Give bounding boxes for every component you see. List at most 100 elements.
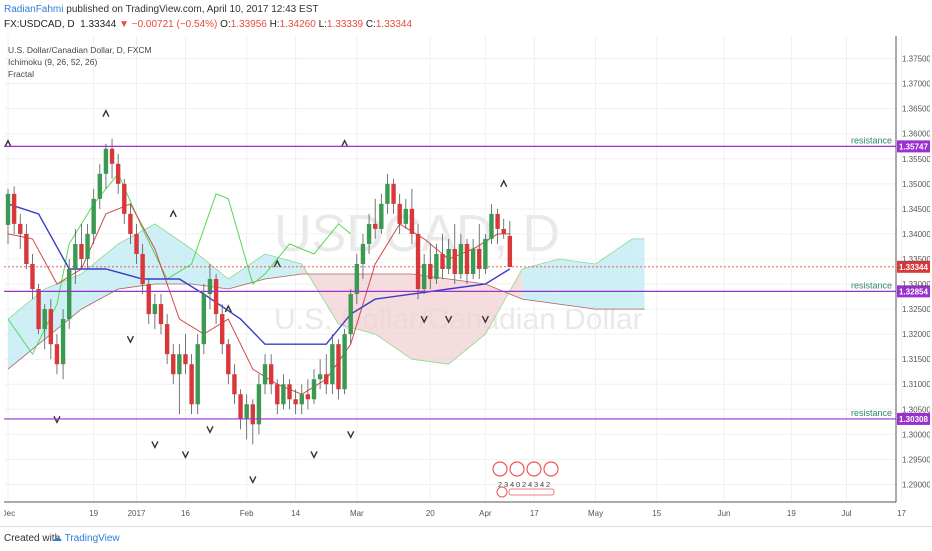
- ichimoku-cloud-segment: [265, 253, 302, 280]
- candle-body: [232, 374, 237, 395]
- candle-body: [244, 404, 249, 420]
- x-tick-label: 14: [291, 509, 300, 518]
- candle-body: [18, 223, 23, 234]
- candle-body: [293, 399, 298, 405]
- x-tick-label: Apr: [479, 509, 492, 518]
- chart-container[interactable]: USDCAD, DU.S. Dollar/Canadian Dollar res…: [1, 36, 931, 526]
- event-flag-icon[interactable]: [526, 461, 542, 477]
- event-count-label: 4: [510, 480, 514, 489]
- event-count-label: 4: [528, 480, 532, 489]
- resistance-price-tag: [897, 285, 930, 298]
- candle-body: [452, 248, 457, 275]
- candle-body: [189, 364, 194, 405]
- candle-body: [220, 314, 225, 345]
- y-tick-label: 1.36000: [902, 130, 930, 139]
- candle-body: [421, 263, 427, 290]
- candle-body: [470, 248, 476, 275]
- candle-body: [409, 208, 415, 234]
- ichimoku-cloud-segment: [448, 279, 486, 365]
- candle-body: [60, 319, 66, 365]
- y-tick-label: 1.36500: [902, 105, 930, 114]
- fractal-up-icon: [4, 139, 12, 148]
- tradingview-logo-link[interactable]: ☁ TradingView: [52, 533, 120, 544]
- event-flag-icon[interactable]: [509, 461, 525, 477]
- event-flag-icon[interactable]: [543, 461, 559, 477]
- chikou-span-line: [7, 172, 352, 356]
- us-flag-icon[interactable]: [496, 486, 508, 498]
- close-value: 1.33344: [375, 19, 413, 30]
- candle-body: [115, 163, 121, 184]
- candle-body: [360, 243, 366, 264]
- y-tick-label: 1.33000: [902, 280, 930, 289]
- resistance-price-value: 1.30308: [899, 415, 928, 424]
- candle-body: [79, 243, 84, 259]
- candle-body: [348, 294, 353, 335]
- resistance-price-value: 1.32854: [899, 287, 928, 296]
- ichimoku-cloud-segment: [595, 238, 633, 310]
- candle-body: [281, 384, 286, 405]
- fractal-down-icon: [151, 441, 159, 449]
- y-tick-label: 1.35000: [902, 180, 930, 189]
- fractal-down-icon: [420, 315, 428, 324]
- legend-ichimoku[interactable]: Ichimoku (9, 26, 52, 26): [8, 57, 97, 67]
- candle-body: [183, 354, 188, 365]
- fractal-down-icon: [445, 315, 453, 324]
- y-tick-label: 1.30000: [902, 430, 930, 439]
- candle-body: [330, 344, 335, 385]
- ichimoku-cloud-segment: [81, 243, 119, 310]
- ichimoku-cloud-segment: [558, 258, 596, 310]
- candle-body: [354, 263, 360, 295]
- last-price-value: 1.33344: [899, 263, 928, 272]
- y-tick-label: 1.31000: [902, 380, 930, 389]
- legend-title[interactable]: U.S. Dollar/Canadian Dollar, D, FXCM: [8, 45, 152, 55]
- resistance-label: resistance: [851, 408, 892, 418]
- ichimoku-cloud-segment: [632, 238, 645, 310]
- candle-body: [36, 289, 41, 330]
- candle-body: [311, 379, 317, 400]
- candle-body: [440, 253, 445, 269]
- ichimoku-cloud-segment: [154, 223, 192, 285]
- candle-body: [85, 233, 90, 259]
- candle-body: [67, 269, 72, 320]
- candle-body: [501, 228, 506, 234]
- candle-body: [103, 148, 109, 174]
- ichimoku-cloud-segment: [44, 274, 82, 340]
- candle-body: [342, 334, 347, 390]
- x-tick-label: 15: [652, 509, 661, 518]
- publish-line: RadianFahmi published on TradingView.com…: [4, 4, 318, 15]
- y-tick-label: 1.37500: [902, 55, 930, 64]
- candle-body: [164, 324, 170, 355]
- candle-body: [128, 213, 133, 234]
- candle-body: [305, 394, 311, 400]
- candle-body: [73, 243, 78, 269]
- tradingview-cloud-icon: ☁: [52, 533, 62, 544]
- created-with-label: Created with: [4, 533, 61, 544]
- candle-body: [140, 253, 145, 285]
- candle-body: [483, 238, 488, 269]
- publisher-link[interactable]: RadianFahmi: [4, 4, 64, 15]
- price-chart[interactable]: USDCAD, DU.S. Dollar/Canadian Dollar res…: [1, 36, 931, 526]
- event-flag-icon[interactable]: [492, 461, 508, 477]
- x-tick-label: 19: [787, 509, 796, 518]
- candle-body: [238, 394, 243, 420]
- candle-body: [458, 243, 464, 275]
- fractal-up-icon: [273, 259, 281, 268]
- candle-body: [24, 233, 29, 264]
- y-tick-label: 1.32000: [902, 330, 930, 339]
- y-tick-label: 1.31500: [902, 355, 930, 364]
- resistance-price-tag: [897, 412, 930, 425]
- candle-body: [495, 213, 500, 229]
- candle-body: [122, 183, 127, 214]
- tradingview-brand: TradingView: [64, 533, 120, 544]
- close-label: C:: [365, 19, 376, 30]
- y-tick-label: 1.37000: [902, 80, 930, 89]
- x-tick-label: 17: [897, 509, 906, 518]
- legend-fractal[interactable]: Fractal: [8, 69, 34, 79]
- symbol-line: FX:USDCAD, D 1.33344 ▼ −0.00721 (−0.54%)…: [4, 19, 412, 30]
- candle-body: [464, 243, 470, 275]
- x-tick-label: 16: [181, 509, 190, 518]
- senkou-span-b-line: [7, 273, 645, 370]
- ichimoku-cloud-segment: [522, 258, 559, 305]
- senkou-span-a-line: [7, 223, 645, 365]
- event-count-label: 4: [540, 480, 544, 489]
